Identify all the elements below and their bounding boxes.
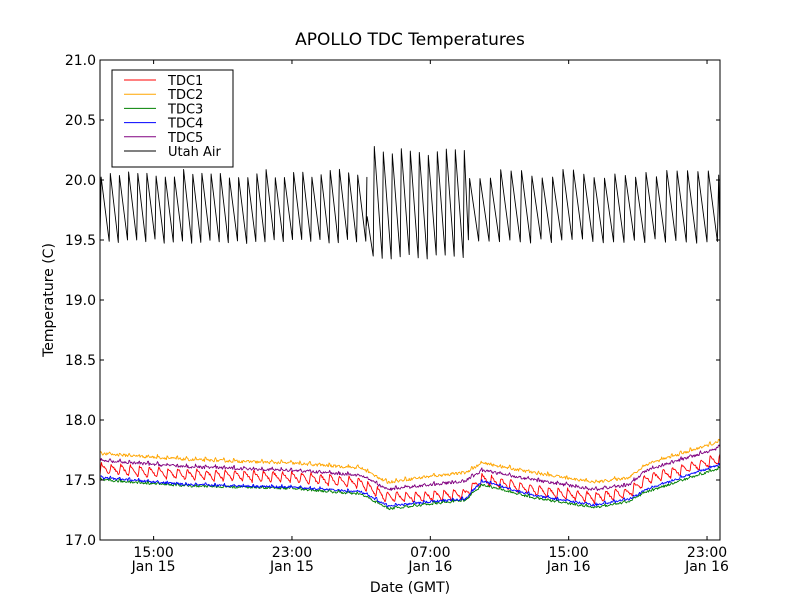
y-tick-label: 20.5 bbox=[65, 113, 96, 129]
x-tick-label-date: Jan 16 bbox=[684, 559, 729, 575]
y-tick-label: 18.0 bbox=[65, 413, 96, 429]
legend-label: TDC5 bbox=[167, 131, 203, 146]
x-tick-label-time: 15:00 bbox=[133, 545, 173, 561]
y-axis: 17.0 17.5 18.0 18.5 19.0 19.5 20.0 20.5 21.0 bbox=[65, 53, 720, 549]
series-layer bbox=[99, 146, 721, 511]
y-tick-label: 21.0 bbox=[65, 53, 96, 69]
y-tick-label: 19.5 bbox=[65, 233, 96, 249]
legend-label: TDC1 bbox=[167, 74, 203, 89]
legend-label: TDC3 bbox=[167, 102, 203, 117]
series-line-utah-air bbox=[99, 146, 721, 260]
x-tick-label-time: 23:00 bbox=[272, 545, 312, 561]
series-line-tdc5 bbox=[99, 444, 721, 492]
x-axis-label: Date (GMT) bbox=[370, 580, 450, 596]
x-tick-label-time: 23:00 bbox=[687, 545, 727, 561]
series-line-tdc4 bbox=[99, 463, 721, 508]
y-tick-label: 17.0 bbox=[65, 533, 96, 549]
x-tick-label-date: Jan 15 bbox=[131, 559, 176, 575]
x-tick-label-date: Jan 16 bbox=[407, 559, 452, 575]
legend-label: TDC2 bbox=[167, 88, 203, 103]
y-tick-label: 17.5 bbox=[65, 473, 96, 489]
legend-label: Utah Air bbox=[168, 145, 221, 160]
x-tick-label-date: Jan 15 bbox=[269, 559, 314, 575]
series-line-tdc2 bbox=[99, 438, 721, 484]
x-tick-label-date: Jan 16 bbox=[546, 559, 591, 575]
y-axis-label: Temperature (C) bbox=[41, 243, 57, 358]
chart-title: APOLLO TDC Temperatures bbox=[295, 30, 525, 50]
series-line-tdc1 bbox=[99, 454, 721, 505]
y-tick-label: 18.5 bbox=[65, 353, 96, 369]
legend-label: TDC4 bbox=[167, 117, 203, 132]
x-tick-label-time: 15:00 bbox=[548, 545, 588, 561]
y-tick-label: 19.0 bbox=[65, 293, 96, 309]
series-line-tdc3 bbox=[99, 465, 721, 511]
y-tick-label: 20.0 bbox=[65, 173, 96, 189]
x-tick-label-time: 07:00 bbox=[410, 545, 450, 561]
